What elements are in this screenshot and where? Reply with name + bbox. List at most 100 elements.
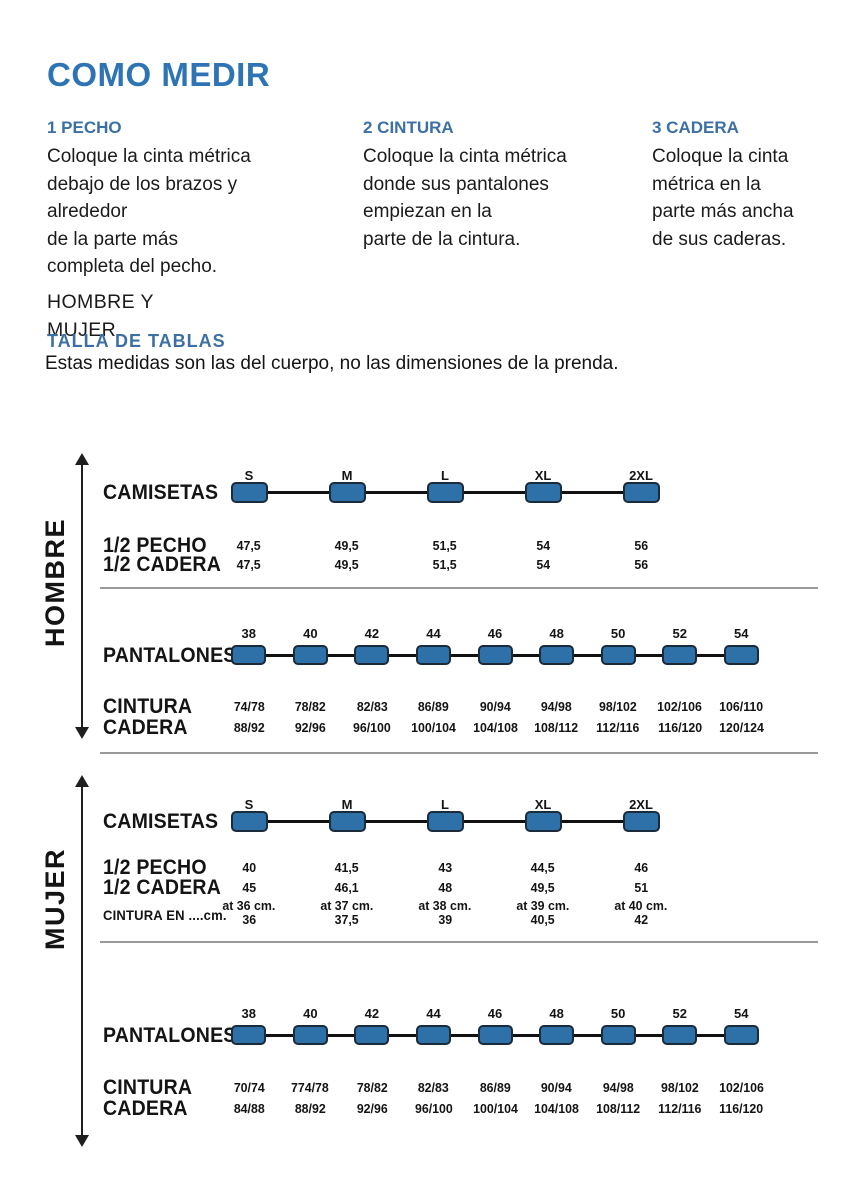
value-column: 104/108 — [464, 720, 526, 735]
value-column: 96/100 — [403, 1101, 465, 1116]
size-pill — [415, 1025, 451, 1045]
value-column: 98/102 — [649, 1080, 711, 1095]
measure-value: at 36 cm. — [222, 898, 276, 913]
measure-label: 1/2 CADERA — [103, 876, 221, 899]
size-label: M — [341, 468, 353, 483]
size-label: 38 — [241, 626, 257, 641]
size-column: 2XL — [592, 468, 690, 483]
size-pill — [600, 1025, 636, 1045]
measure-value: 86/89 — [479, 1080, 511, 1095]
measure-value: at 40 cm. — [614, 898, 668, 913]
measure-value: 96/100 — [414, 1101, 453, 1116]
size-pill — [477, 1025, 513, 1045]
camisetas-label: CAMISETAS — [103, 810, 219, 833]
size-column — [200, 811, 298, 832]
camisetas-value-row: 40 41,5 43 44,5 46 — [200, 860, 690, 875]
size-label: 40 — [303, 1006, 318, 1021]
value-column: 116/120 — [649, 720, 711, 735]
size-column — [396, 482, 494, 503]
size-label: XL — [534, 797, 552, 812]
value-column: 39 — [396, 912, 494, 927]
size-label: S — [244, 797, 254, 812]
size-pill — [539, 1025, 575, 1045]
value-column: at 39 cm. — [494, 898, 592, 913]
value-column: 47,5 — [200, 538, 298, 553]
measure-value: 70/74 — [233, 1080, 265, 1095]
size-column — [649, 1025, 711, 1045]
size-pill — [328, 482, 366, 503]
size-column — [341, 1025, 403, 1045]
size-pill — [292, 645, 328, 665]
arrow-down-icon — [75, 1135, 89, 1147]
measure-value: 54 — [536, 557, 550, 572]
size-column — [592, 811, 690, 832]
size-column — [396, 811, 494, 832]
camisetas-value-row: 36 37,5 39 40,5 42 — [200, 912, 690, 927]
size-label: 46 — [487, 626, 503, 641]
measure-value: 86/89 — [418, 699, 449, 714]
value-column: 112/116 — [587, 720, 649, 735]
measure-value: 43 — [438, 860, 452, 875]
measure-value: 108/112 — [596, 1101, 641, 1116]
size-column: 42 — [341, 626, 403, 641]
value-column: 45 — [200, 880, 298, 895]
measure-value: 88/92 — [294, 1101, 326, 1116]
size-column: 38 — [218, 626, 280, 641]
measure-value: 96/100 — [353, 720, 391, 735]
instruction-cintura: 2 CINTURA Coloque la cinta métrica donde… — [363, 118, 633, 253]
value-column: 40 — [200, 860, 298, 875]
value-column: 49,5 — [298, 557, 396, 572]
size-column: 48 — [526, 626, 588, 641]
size-column — [464, 1025, 526, 1045]
size-column: 44 — [403, 1006, 465, 1021]
size-column: 50 — [587, 626, 649, 641]
size-label: M — [341, 797, 353, 812]
size-label: 50 — [610, 626, 626, 641]
measure-value: 774/78 — [291, 1080, 330, 1095]
size-pill — [415, 645, 451, 665]
value-column: at 36 cm. — [200, 898, 298, 913]
instruction-pecho: 1 PECHO Coloque la cinta métrica debajo … — [47, 118, 337, 344]
measure-value: 90/94 — [541, 1080, 573, 1095]
measure-label: CINTURA EN ....cm. — [103, 907, 227, 923]
size-column — [200, 482, 298, 503]
measure-value: 100/104 — [411, 720, 456, 735]
camisetas-sizes-row: S M L XL 2XL — [200, 797, 690, 812]
measure-value: 108/112 — [534, 720, 579, 735]
size-column: 46 — [464, 626, 526, 641]
value-column: 51,5 — [396, 538, 494, 553]
instruction-line: de sus caderas. — [652, 228, 787, 250]
size-column: M — [298, 468, 396, 483]
instruction-cintura-heading: 2 CINTURA — [363, 118, 454, 137]
measure-value: 116/120 — [657, 720, 702, 735]
pantalones-sizes-row: 38 40 42 44 46 48 50 52 54 — [218, 626, 772, 641]
measure-value: 82/83 — [356, 699, 388, 714]
size-column: S — [200, 797, 298, 812]
measure-value: 120/124 — [718, 720, 764, 735]
size-label: 42 — [364, 1006, 380, 1021]
pantalones-sizes-row: 38 40 42 44 46 48 50 52 54 — [218, 1006, 772, 1021]
size-column: 38 — [218, 1006, 280, 1021]
camisetas-size-track — [200, 482, 690, 503]
value-column: 90/94 — [464, 699, 526, 714]
size-column — [218, 1025, 280, 1045]
value-column: 49,5 — [494, 880, 592, 895]
separator-line — [100, 752, 818, 754]
measure-value: 40,5 — [530, 912, 556, 927]
note-line: MUJER — [47, 318, 117, 341]
measure-value: 51,5 — [432, 538, 458, 553]
size-label: 40 — [303, 626, 318, 641]
size-label: S — [244, 468, 254, 483]
value-column: 84/88 — [218, 1101, 280, 1116]
separator-line — [100, 941, 818, 943]
measure-value: at 39 cm. — [516, 898, 570, 913]
size-pill — [292, 1025, 328, 1045]
measure-value: 112/116 — [658, 1101, 702, 1116]
size-label: 42 — [364, 626, 380, 641]
size-column — [464, 645, 526, 665]
size-label: 38 — [241, 1006, 257, 1021]
measure-label: 1/2 CADERA — [103, 553, 221, 576]
measure-value: 74/78 — [233, 699, 265, 714]
measure-value: 39 — [438, 912, 452, 927]
size-column: 40 — [280, 1006, 342, 1021]
